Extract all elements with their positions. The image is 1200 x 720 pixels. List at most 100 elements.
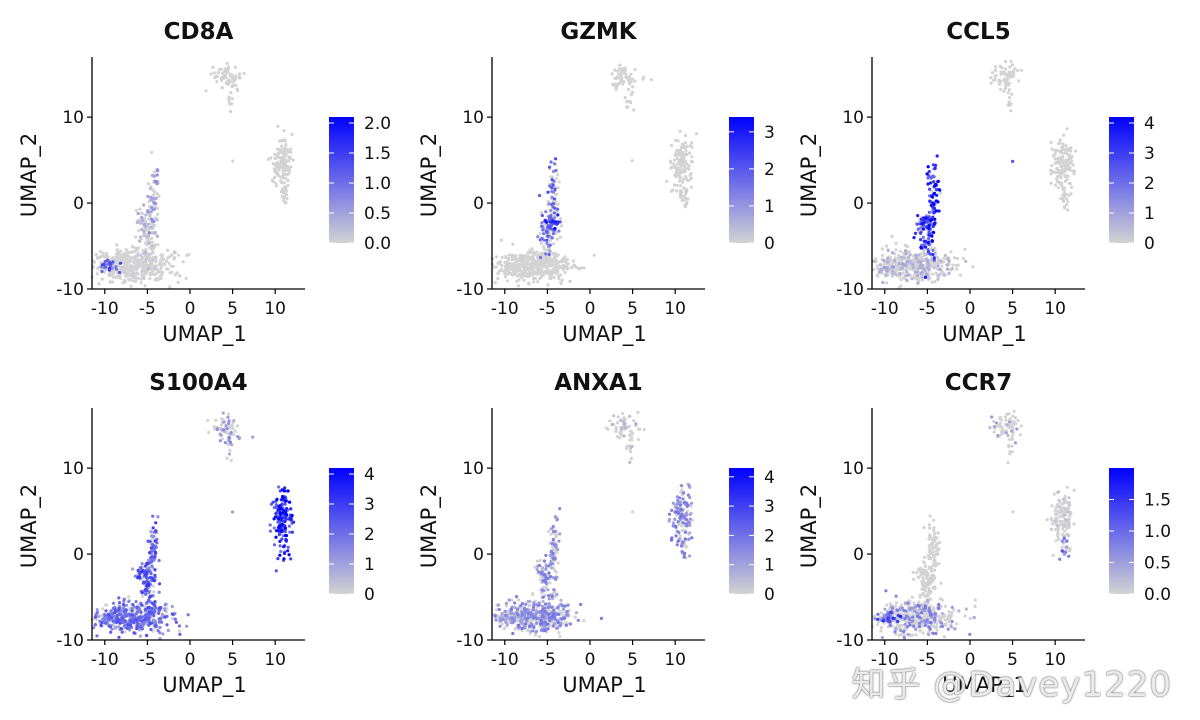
cell-point — [628, 414, 632, 418]
cell-point — [500, 612, 504, 616]
cell-point — [128, 259, 132, 263]
cell-point — [674, 170, 678, 174]
cell-point — [225, 456, 229, 460]
cell-point — [151, 258, 155, 262]
cell-point — [1065, 127, 1069, 131]
cell-point — [106, 612, 110, 617]
cell-point — [230, 73, 234, 77]
x-tick-label: 0 — [585, 299, 596, 319]
cell-point — [548, 276, 552, 280]
cell-point — [150, 236, 154, 240]
colorbar-tick-label: 4 — [764, 468, 775, 488]
cell-point — [285, 506, 289, 511]
cell-point — [504, 620, 508, 625]
cell-point — [679, 195, 684, 200]
cell-point — [277, 485, 281, 489]
colorbar-tick-label: 1.5 — [364, 144, 391, 164]
cell-point — [124, 608, 128, 612]
cell-point — [1067, 148, 1071, 152]
cell-point — [676, 139, 680, 143]
cell-point — [545, 611, 549, 615]
cell-point — [178, 632, 182, 637]
panel-title: ANXA1 — [554, 370, 643, 396]
cell-point — [924, 239, 928, 243]
cell-point — [604, 426, 609, 430]
cell-point — [681, 142, 685, 146]
cell-point — [531, 261, 535, 266]
cell-point — [117, 619, 121, 623]
cell-point — [277, 168, 281, 172]
cell-point — [176, 280, 180, 285]
cell-point — [278, 524, 282, 528]
cell-point — [155, 268, 159, 272]
cell-point — [674, 175, 679, 179]
cell-point — [897, 259, 901, 263]
cell-point — [880, 267, 884, 271]
cell-point — [226, 79, 230, 83]
cell-point — [153, 539, 157, 543]
x-tick-label: -5 — [139, 299, 156, 319]
cell-point — [156, 278, 160, 282]
cell-point — [276, 557, 280, 561]
cell-point — [150, 606, 154, 611]
cell-point — [517, 284, 521, 288]
cell-point — [533, 264, 537, 268]
panel-title: CCL5 — [946, 19, 1010, 45]
cell-point — [551, 202, 556, 206]
cell-point — [282, 489, 286, 493]
cell-point — [277, 517, 281, 521]
cell-point — [285, 193, 289, 197]
cell-point — [555, 517, 560, 521]
cell-point — [103, 613, 108, 618]
cell-point — [555, 261, 559, 265]
cell-point — [931, 201, 935, 205]
cell-point — [566, 603, 570, 607]
cell-point — [280, 537, 284, 541]
cell-point — [227, 419, 231, 423]
cell-point — [1058, 141, 1062, 145]
cell-point — [1056, 157, 1060, 161]
cell-point — [286, 549, 290, 553]
cell-point — [285, 197, 289, 201]
cell-point — [565, 267, 569, 271]
cell-point — [146, 267, 150, 271]
cell-point — [992, 419, 996, 424]
cell-point — [928, 576, 932, 581]
cell-point — [288, 517, 292, 521]
cell-point — [140, 562, 144, 566]
y-tick-label: 0 — [73, 545, 84, 565]
cell-point — [504, 254, 508, 258]
cell-point — [276, 508, 280, 512]
cell-point — [676, 502, 680, 506]
cell-point — [134, 260, 138, 265]
cell-point — [1010, 63, 1015, 67]
cell-point — [153, 230, 157, 234]
colorbar-tick-label: 0 — [1144, 234, 1155, 254]
cell-point — [927, 170, 931, 174]
cell-point — [1055, 166, 1059, 170]
cell-point — [904, 252, 908, 256]
cell-point — [681, 146, 686, 150]
cell-point — [916, 281, 920, 285]
cell-point — [520, 626, 524, 631]
cell-point — [674, 525, 678, 529]
cell-point — [620, 67, 625, 71]
cell-point — [226, 415, 230, 419]
cell-point — [98, 249, 103, 254]
cell-point — [135, 610, 139, 614]
cell-point — [669, 189, 673, 193]
cell-point — [283, 502, 287, 506]
cell-point — [923, 216, 928, 220]
cell-point — [148, 594, 152, 599]
x-tick-label: 0 — [585, 650, 596, 670]
cell-point — [999, 70, 1003, 74]
cell-point — [149, 225, 153, 229]
cell-point — [687, 151, 692, 155]
cell-point — [999, 424, 1003, 428]
cell-point — [149, 572, 153, 576]
cell-point — [685, 202, 689, 206]
cell-point — [928, 533, 932, 537]
cell-point — [146, 606, 150, 610]
cell-point — [552, 197, 557, 201]
cell-point — [676, 498, 680, 503]
